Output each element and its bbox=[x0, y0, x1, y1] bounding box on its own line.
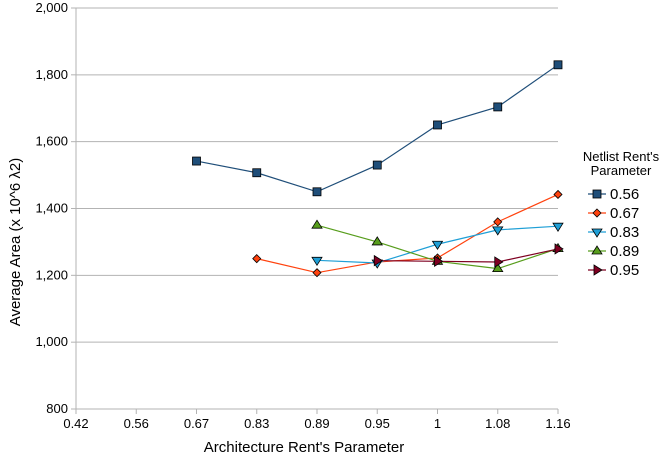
y-tick-labels: 800 1,000 1,200 1,400 1,600 1,800 2,000 bbox=[35, 0, 68, 416]
x-tick-label: 1 bbox=[434, 416, 441, 431]
series-0.95 bbox=[373, 243, 564, 268]
data-point bbox=[373, 254, 384, 267]
legend-label: 0.56 bbox=[610, 186, 639, 203]
legend-label: 0.95 bbox=[610, 262, 639, 279]
data-point bbox=[431, 240, 444, 251]
legend-marker bbox=[592, 189, 602, 199]
legend-title: Netlist Rent's Parameter bbox=[583, 149, 660, 178]
x-tick-label: 0.83 bbox=[244, 416, 269, 431]
data-point bbox=[493, 102, 503, 112]
gridlines bbox=[76, 7, 558, 410]
x-tick-label: 0.42 bbox=[63, 416, 88, 431]
legend-marker bbox=[591, 245, 603, 255]
x-tick-label: 0.56 bbox=[124, 416, 149, 431]
legend-marker bbox=[593, 264, 603, 276]
series-line bbox=[256, 193, 559, 274]
legend-label: 0.89 bbox=[610, 243, 639, 260]
y-tick-label: 1,600 bbox=[35, 134, 68, 149]
axes bbox=[71, 7, 559, 414]
data-point bbox=[433, 120, 442, 130]
y-tick-label: 1,400 bbox=[35, 201, 68, 216]
y-tick-label: 1,000 bbox=[35, 334, 68, 349]
data-point bbox=[492, 262, 504, 273]
legend-item-0.95: 0.95 bbox=[588, 262, 639, 279]
x-tick-label: 1.16 bbox=[545, 416, 570, 431]
data-point bbox=[553, 189, 563, 200]
x-tick-labels: 0.42 0.56 0.67 0.83 0.89 0.95 1 1.08 1.16 bbox=[63, 416, 570, 431]
series-0.56 bbox=[192, 60, 563, 197]
data-point bbox=[554, 243, 564, 255]
y-tick-label: 2,000 bbox=[35, 0, 68, 15]
legend-item-0.89: 0.89 bbox=[588, 243, 639, 260]
data-point bbox=[494, 256, 504, 268]
x-axis-title: Architecture Rent's Parameter bbox=[204, 439, 404, 456]
legend-label: 0.67 bbox=[610, 205, 639, 222]
data-point bbox=[312, 268, 322, 278]
data-point bbox=[192, 156, 201, 166]
data-point bbox=[493, 217, 503, 227]
y-tick-label: 1,200 bbox=[35, 267, 68, 282]
legend-item-0.83: 0.83 bbox=[588, 224, 639, 241]
data-point bbox=[372, 160, 382, 170]
y-axis-title: Average Area (x 10^6 λ2) bbox=[7, 158, 24, 327]
data-point bbox=[252, 168, 262, 178]
series-line bbox=[196, 64, 559, 193]
legend-marker bbox=[592, 208, 602, 218]
series-0.67 bbox=[252, 189, 563, 278]
series-line bbox=[377, 248, 559, 263]
plot-series bbox=[192, 60, 564, 278]
data-point bbox=[252, 254, 262, 264]
legend-item-0.56: 0.56 bbox=[588, 186, 639, 203]
data-point bbox=[553, 60, 563, 70]
x-tick-label: 0.95 bbox=[365, 416, 390, 431]
x-tick-label: 0.89 bbox=[304, 416, 329, 431]
data-point bbox=[434, 255, 444, 268]
y-tick-label: 1,800 bbox=[35, 67, 68, 82]
legend-marker bbox=[591, 228, 603, 238]
x-tick-label: 1.08 bbox=[485, 416, 510, 431]
legend: Netlist Rent's Parameter 0.56 0.67 0.83 0.89 0… bbox=[583, 149, 660, 279]
data-point bbox=[312, 187, 322, 197]
legend-item-0.67: 0.67 bbox=[588, 205, 639, 222]
data-point bbox=[311, 219, 323, 229]
x-tick-label: 0.67 bbox=[184, 416, 209, 431]
data-point bbox=[492, 226, 504, 236]
y-tick-label: 800 bbox=[46, 401, 68, 416]
data-point bbox=[311, 256, 323, 267]
data-point bbox=[371, 236, 383, 246]
legend-label: 0.83 bbox=[610, 224, 639, 241]
data-point bbox=[552, 222, 564, 232]
